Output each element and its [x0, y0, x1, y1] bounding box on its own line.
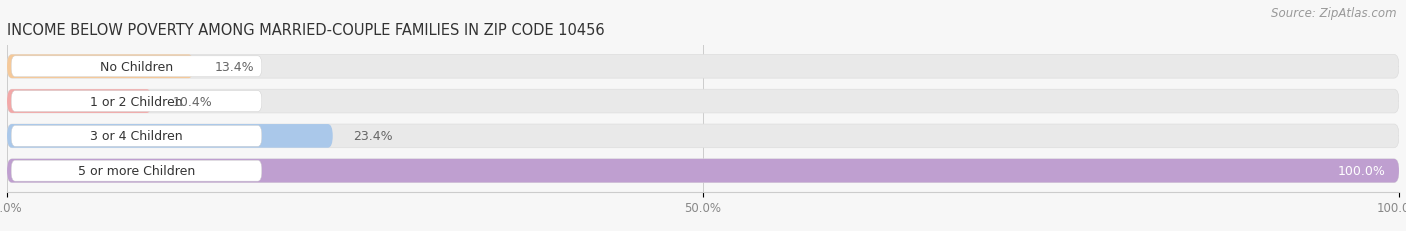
- Text: Source: ZipAtlas.com: Source: ZipAtlas.com: [1271, 7, 1396, 20]
- Text: 3 or 4 Children: 3 or 4 Children: [90, 130, 183, 143]
- FancyBboxPatch shape: [7, 90, 1399, 113]
- FancyBboxPatch shape: [11, 91, 262, 112]
- FancyBboxPatch shape: [7, 90, 152, 113]
- Text: No Children: No Children: [100, 61, 173, 73]
- FancyBboxPatch shape: [7, 125, 1399, 148]
- Text: 13.4%: 13.4%: [215, 61, 254, 73]
- FancyBboxPatch shape: [11, 126, 262, 147]
- Text: 10.4%: 10.4%: [173, 95, 212, 108]
- Text: 23.4%: 23.4%: [354, 130, 394, 143]
- Text: 5 or more Children: 5 or more Children: [77, 164, 195, 177]
- Text: 100.0%: 100.0%: [1337, 164, 1385, 177]
- FancyBboxPatch shape: [7, 159, 1399, 183]
- Text: INCOME BELOW POVERTY AMONG MARRIED-COUPLE FAMILIES IN ZIP CODE 10456: INCOME BELOW POVERTY AMONG MARRIED-COUPL…: [7, 23, 605, 38]
- FancyBboxPatch shape: [7, 55, 194, 79]
- FancyBboxPatch shape: [11, 57, 262, 77]
- FancyBboxPatch shape: [7, 125, 333, 148]
- FancyBboxPatch shape: [7, 159, 1399, 183]
- Text: 1 or 2 Children: 1 or 2 Children: [90, 95, 183, 108]
- FancyBboxPatch shape: [11, 161, 262, 181]
- FancyBboxPatch shape: [7, 55, 1399, 79]
